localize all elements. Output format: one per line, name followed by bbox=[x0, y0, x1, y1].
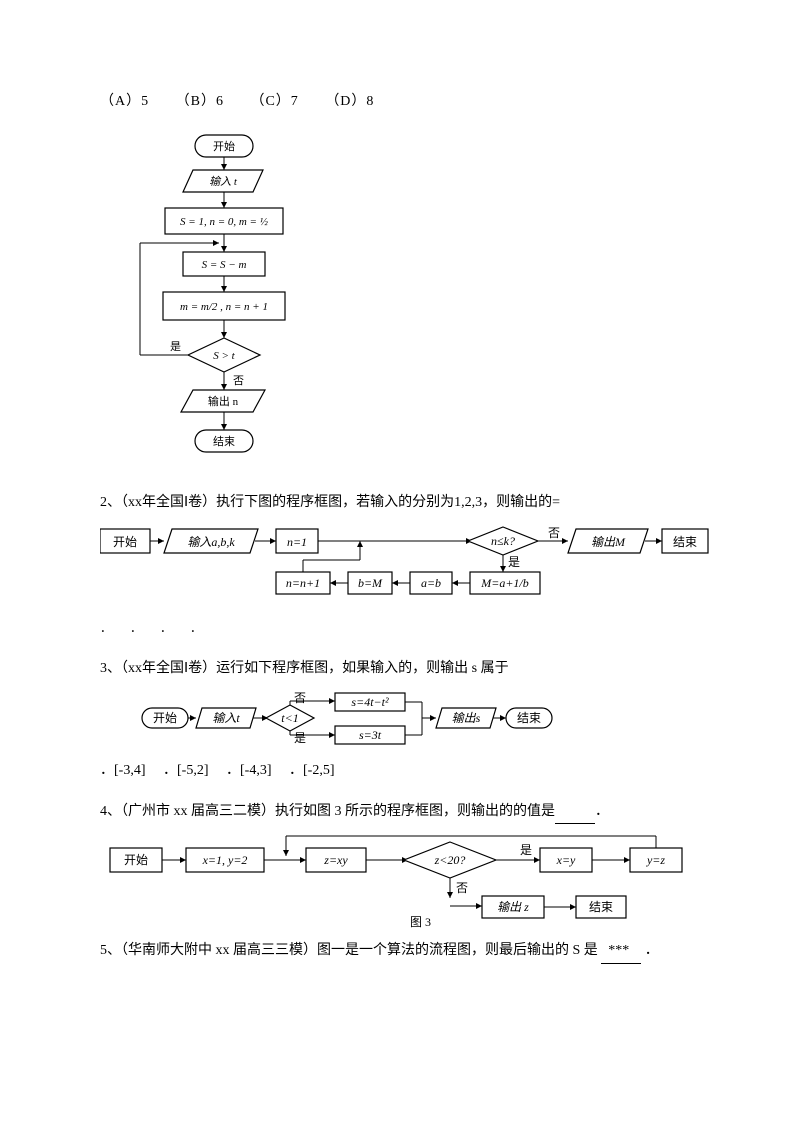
fc1-end: 结束 bbox=[213, 435, 235, 448]
fc3-input: 输入t bbox=[212, 711, 240, 725]
fc1-init: S = 1, n = 0, m = ½ bbox=[180, 216, 268, 228]
q5-mid: *** bbox=[608, 943, 629, 958]
option-b: （B）6 bbox=[176, 94, 224, 109]
q5-pre: 5、（华南师大附中 xx 届高三三模）图一是一个算法的流程图，则最后输出的 S … bbox=[100, 943, 601, 958]
fc4-yes: 是 bbox=[520, 843, 532, 857]
q3-opt-c: ．[-4,3] bbox=[226, 763, 272, 778]
q2-dots: ． ． ． ． bbox=[100, 619, 710, 636]
fc2-bm: b=M bbox=[358, 576, 383, 590]
fc1-yes: 是 bbox=[170, 340, 181, 353]
q3-opt-d: ．[-2,5] bbox=[289, 763, 335, 778]
fc2-input: 输入a,b,k bbox=[187, 535, 235, 549]
fc3-yes: 是 bbox=[294, 731, 306, 745]
fc1-step2: m = m/2 , n = n + 1 bbox=[180, 301, 268, 313]
fc2-cond: n≤k? bbox=[491, 534, 515, 548]
fc1-step1: S = S − m bbox=[202, 259, 247, 271]
flowchart-3: 开始 输入t t<1 否 是 s=4t−t² s=3t 输出s 结 bbox=[140, 691, 710, 749]
fc4-zxy: z=xy bbox=[323, 853, 348, 867]
question-5: 5、（华南师大附中 xx 届高三三模）图一是一个算法的流程图，则最后输出的 S … bbox=[100, 940, 710, 963]
q5-post: ． bbox=[641, 943, 659, 958]
fc4-end: 结束 bbox=[589, 900, 613, 914]
fc2-yes: 是 bbox=[508, 555, 520, 569]
fc2-mab: M=a+1/b bbox=[480, 576, 529, 590]
q4-blank bbox=[555, 801, 595, 824]
question-3: 3、（xx年全国Ⅰ卷）运行如下程序框图，如果输入的，则输出 s 属于 bbox=[100, 658, 710, 680]
fc1-cond: S > t bbox=[213, 350, 235, 362]
fc1-start: 开始 bbox=[213, 139, 235, 153]
fc2-no: 否 bbox=[548, 526, 560, 540]
q5-blank: *** bbox=[601, 940, 641, 963]
q4-post: ． bbox=[595, 804, 609, 819]
fc3-top: s=4t−t² bbox=[351, 695, 389, 709]
fc4-no: 否 bbox=[456, 881, 468, 895]
fc2-np1: n=n+1 bbox=[286, 576, 320, 590]
fc2-start: 开始 bbox=[113, 535, 137, 549]
fc4-xy: x=y bbox=[556, 853, 576, 867]
fc4-start: 开始 bbox=[124, 853, 148, 867]
fc2-out: 输出M bbox=[591, 535, 626, 549]
question-2: 2、（xx年全国Ⅰ卷）执行下图的程序框图，若输入的分别为1,2,3，则输出的= bbox=[100, 492, 710, 514]
option-c: （C）7 bbox=[250, 94, 298, 109]
fc4-init: x=1, y=2 bbox=[202, 853, 248, 867]
fc4-out: 输出 z bbox=[497, 900, 529, 914]
fc2-end: 结束 bbox=[673, 535, 697, 549]
option-a: （A）5 bbox=[100, 94, 149, 109]
fc1-no: 否 bbox=[233, 375, 244, 387]
flowchart-2: 开始 输入a,b,k n=1 n≤k? 否 输出M 结束 是 bbox=[100, 524, 710, 609]
fc3-bot: s=3t bbox=[359, 728, 382, 742]
fc2-n1: n=1 bbox=[287, 535, 307, 549]
option-d: （D）8 bbox=[325, 94, 374, 109]
fc4-cond: z<20? bbox=[434, 853, 466, 867]
fc1-input: 输入 t bbox=[209, 175, 238, 188]
fc3-out: 输出s bbox=[452, 711, 481, 725]
fc1-output: 输出 n bbox=[208, 394, 239, 408]
fc3-start: 开始 bbox=[153, 711, 177, 725]
fc3-cond: t<1 bbox=[281, 711, 298, 725]
q3-opt-a: ．[-3,4] bbox=[100, 763, 146, 778]
flowchart-4: 开始 x=1, y=2 z=xy z<20? 是 x=y y=z 否 bbox=[100, 834, 710, 934]
answer-options: （A）5 （B）6 （C）7 （D）8 bbox=[100, 90, 710, 110]
fc3-end: 结束 bbox=[517, 711, 541, 725]
question-4: 4、（广州市 xx 届高三二模）执行如图 3 所示的程序框图，则输出的的值是 ． bbox=[100, 801, 710, 824]
fc3-no: 否 bbox=[294, 691, 306, 705]
fc2-ab: a=b bbox=[421, 576, 441, 590]
q3-opt-b: ．[-5,2] bbox=[163, 763, 209, 778]
q4-pre: 4、（广州市 xx 届高三二模）执行如图 3 所示的程序框图，则输出的的值是 bbox=[100, 804, 555, 819]
fc4-yz: y=z bbox=[646, 853, 665, 867]
q3-options: ．[-3,4] ．[-5,2] ．[-4,3] ．[-2,5] bbox=[100, 759, 710, 779]
flowchart-1: 开始 输入 t S = 1, n = 0, m = ½ S = S − m m … bbox=[115, 130, 325, 470]
fc4-label: 图 3 bbox=[410, 915, 431, 929]
